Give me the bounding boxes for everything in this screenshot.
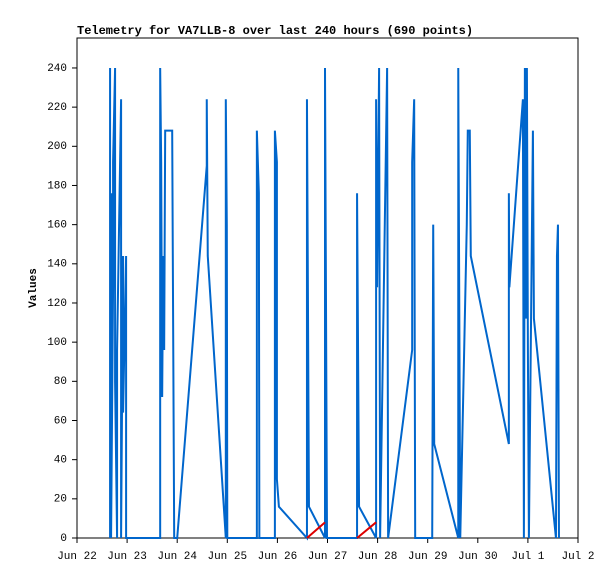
x-tick-label: Jun 24 [157,551,197,563]
y-tick-label: 180 [47,180,67,192]
y-tick-label: 240 [47,63,67,75]
y-tick-label: 60 [54,415,67,427]
y-tick-label: 80 [54,376,67,388]
series-line [109,67,560,541]
chart-title: Telemetry for VA7LLB-8 over last 240 hou… [77,24,473,38]
y-tick-label: 220 [47,102,67,114]
y-tick-label: 140 [47,259,67,271]
y-tick-label: 100 [47,337,67,349]
x-tick-label: Jun 26 [258,551,298,563]
x-tick-label: Jun 25 [207,551,247,563]
series-line [306,521,377,539]
y-tick-label: 160 [47,220,67,232]
x-tick-label: Jun 29 [408,551,448,563]
y-tick-label: 200 [47,141,67,153]
x-tick-label: Jun 27 [308,551,348,563]
y-tick-label: 20 [54,494,67,506]
x-tick-label: Jun 22 [57,551,97,563]
x-tick-label: Jun 23 [107,551,147,563]
y-tick-label: 0 [60,533,67,545]
x-tick-label: Jun 30 [458,551,498,563]
x-tick-label: Jul 2 [561,551,594,563]
y-tick-label: 40 [54,455,67,467]
x-tick-label: Jul 1 [511,551,544,563]
y-axis-label: Values [28,268,40,308]
x-tick-label: Jun 28 [358,551,398,563]
y-tick-label: 120 [47,298,67,310]
